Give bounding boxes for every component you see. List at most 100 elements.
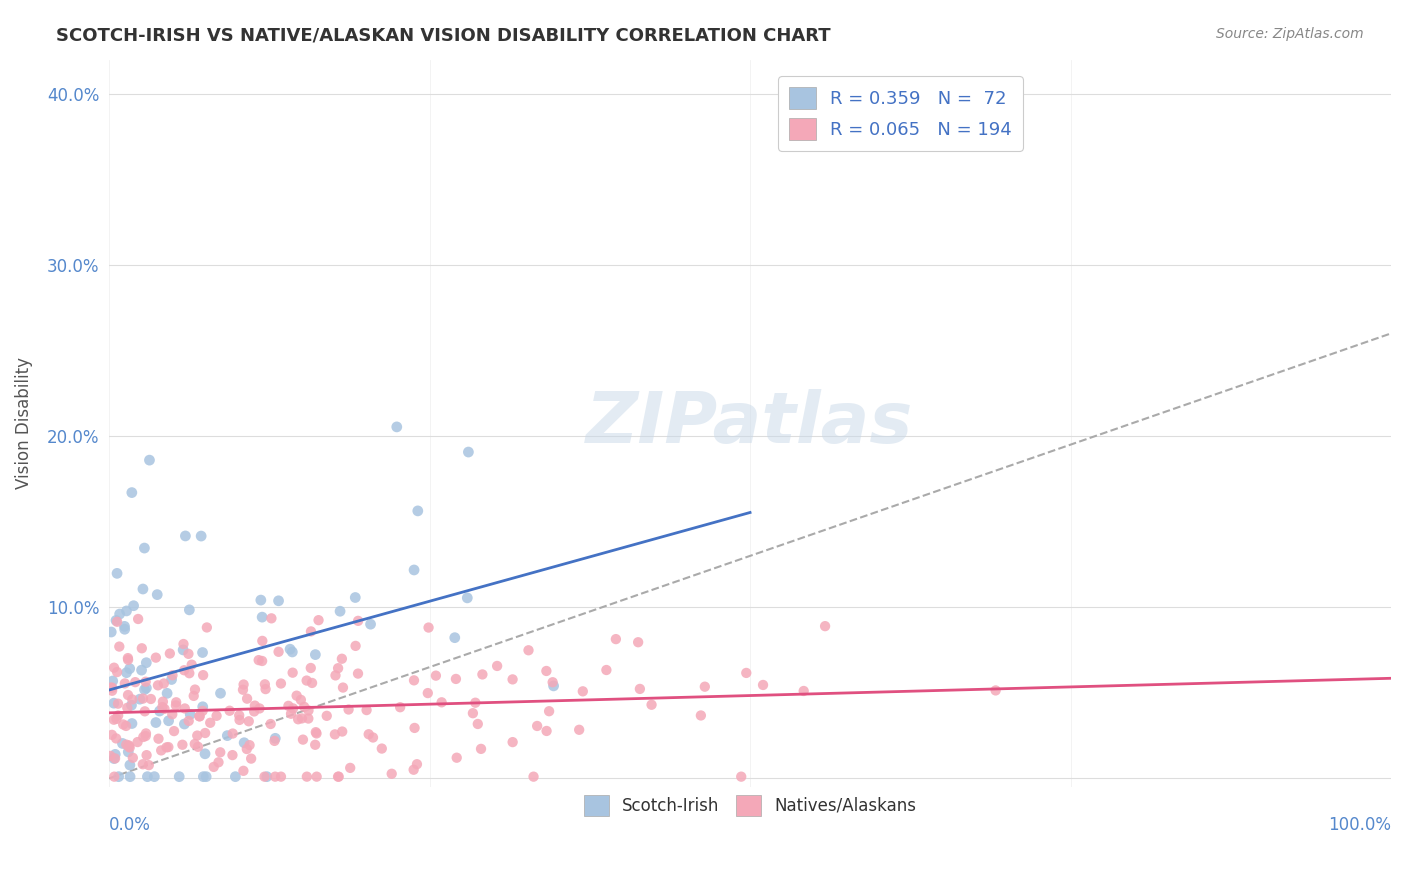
Natives/Alaskans — [595, 663, 617, 677]
Scotch-Irish — [194, 747, 217, 761]
Natives/Alaskans — [281, 665, 304, 680]
Natives/Alaskans — [605, 632, 627, 646]
Natives/Alaskans — [135, 748, 157, 763]
Natives/Alaskans — [112, 717, 135, 731]
Scotch-Irish — [103, 751, 125, 765]
Natives/Alaskans — [163, 724, 186, 739]
Scotch-Irish — [134, 541, 156, 555]
Natives/Alaskans — [470, 742, 492, 756]
Natives/Alaskans — [693, 680, 716, 694]
Natives/Alaskans — [173, 701, 195, 715]
Natives/Alaskans — [263, 734, 285, 748]
Natives/Alaskans — [270, 770, 292, 784]
Natives/Alaskans — [153, 702, 176, 716]
Natives/Alaskans — [222, 726, 245, 740]
Natives/Alaskans — [406, 757, 429, 772]
Natives/Alaskans — [446, 750, 468, 764]
Natives/Alaskans — [188, 709, 211, 723]
Natives/Alaskans — [134, 704, 156, 718]
Natives/Alaskans — [344, 639, 367, 653]
Natives/Alaskans — [236, 742, 259, 756]
Natives/Alaskans — [267, 645, 290, 659]
Natives/Alaskans — [337, 702, 360, 716]
Natives/Alaskans — [153, 676, 176, 690]
Scotch-Irish — [256, 770, 278, 784]
Natives/Alaskans — [105, 712, 128, 726]
Natives/Alaskans — [115, 719, 138, 733]
Natives/Alaskans — [526, 719, 548, 733]
Scotch-Irish — [143, 770, 166, 784]
Natives/Alaskans — [404, 721, 426, 735]
Natives/Alaskans — [221, 748, 243, 763]
Natives/Alaskans — [121, 751, 143, 765]
Natives/Alaskans — [117, 651, 139, 665]
Natives/Alaskans — [105, 731, 128, 746]
Scotch-Irish — [233, 736, 256, 750]
Natives/Alaskans — [536, 723, 558, 738]
Scotch-Irish — [191, 646, 214, 660]
Natives/Alaskans — [100, 681, 122, 695]
Natives/Alaskans — [517, 643, 540, 657]
Natives/Alaskans — [107, 697, 129, 711]
Natives/Alaskans — [627, 635, 650, 649]
Natives/Alaskans — [184, 682, 207, 697]
Natives/Alaskans — [486, 659, 509, 673]
Scotch-Irish — [114, 619, 136, 633]
Natives/Alaskans — [640, 698, 662, 712]
Natives/Alaskans — [502, 673, 524, 687]
Scotch-Irish — [195, 770, 218, 784]
Text: ZIPatlas: ZIPatlas — [586, 389, 914, 458]
Scotch-Irish — [167, 770, 190, 784]
Natives/Alaskans — [118, 739, 141, 754]
Natives/Alaskans — [232, 764, 254, 778]
Natives/Alaskans — [165, 695, 187, 709]
Scotch-Irish — [360, 617, 382, 632]
Natives/Alaskans — [328, 770, 350, 784]
Natives/Alaskans — [131, 641, 153, 656]
Scotch-Irish — [118, 758, 141, 772]
Natives/Alaskans — [124, 675, 146, 690]
Scotch-Irish — [101, 673, 124, 688]
Text: SCOTCH-IRISH VS NATIVE/ALASKAN VISION DISABILITY CORRELATION CHART: SCOTCH-IRISH VS NATIVE/ALASKAN VISION DI… — [56, 27, 831, 45]
Natives/Alaskans — [107, 708, 129, 723]
Natives/Alaskans — [145, 650, 167, 665]
Scotch-Irish — [172, 643, 194, 657]
Natives/Alaskans — [326, 770, 349, 784]
Scotch-Irish — [135, 681, 157, 695]
Natives/Alaskans — [270, 676, 292, 690]
Natives/Alaskans — [418, 621, 440, 635]
Natives/Alaskans — [232, 682, 254, 697]
Natives/Alaskans — [180, 657, 202, 672]
Scotch-Irish — [117, 745, 139, 759]
Natives/Alaskans — [330, 724, 353, 739]
Natives/Alaskans — [264, 770, 287, 784]
Scotch-Irish — [179, 707, 201, 722]
Scotch-Irish — [128, 692, 150, 706]
Natives/Alaskans — [297, 703, 319, 717]
Scotch-Irish — [543, 679, 565, 693]
Scotch-Irish — [114, 622, 136, 636]
Scotch-Irish — [111, 736, 134, 750]
Natives/Alaskans — [105, 615, 128, 629]
Natives/Alaskans — [127, 612, 149, 626]
Scotch-Irish — [191, 699, 214, 714]
Natives/Alaskans — [117, 701, 139, 715]
Natives/Alaskans — [121, 692, 143, 706]
Scotch-Irish — [344, 591, 367, 605]
Natives/Alaskans — [381, 766, 404, 780]
Scotch-Irish — [250, 610, 273, 624]
Natives/Alaskans — [114, 676, 136, 690]
Natives/Alaskans — [191, 668, 214, 682]
Natives/Alaskans — [304, 738, 326, 752]
Natives/Alaskans — [249, 701, 271, 715]
Natives/Alaskans — [108, 640, 131, 654]
Natives/Alaskans — [984, 683, 1007, 698]
Natives/Alaskans — [332, 681, 354, 695]
Natives/Alaskans — [135, 729, 157, 743]
Scotch-Irish — [146, 588, 169, 602]
Scotch-Irish — [107, 770, 129, 784]
Natives/Alaskans — [330, 652, 353, 666]
Scotch-Irish — [402, 563, 425, 577]
Natives/Alaskans — [187, 739, 209, 754]
Scotch-Irish — [385, 420, 408, 434]
